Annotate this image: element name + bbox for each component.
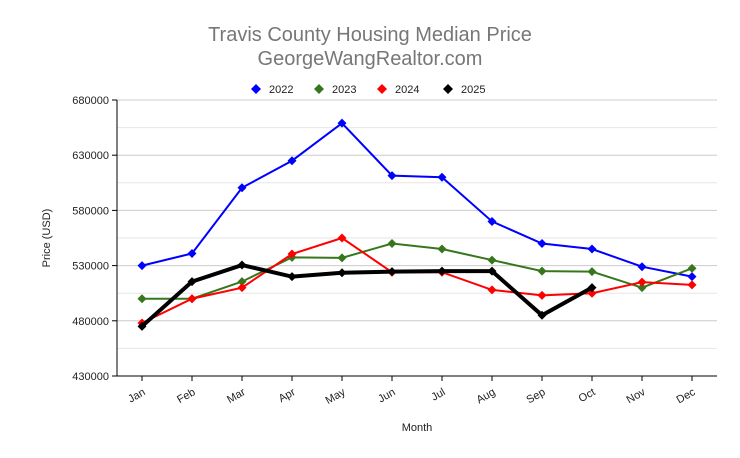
y-tick-label: 530000 xyxy=(72,261,109,273)
data-point-2023 xyxy=(437,244,447,254)
x-tick-label: Apr xyxy=(277,386,298,405)
y-axis-label: Price (USD) xyxy=(41,209,53,268)
data-point-2023 xyxy=(237,277,247,287)
chart-subtitle: GeorgeWangRealtor.com xyxy=(257,48,483,70)
data-point-2025 xyxy=(387,267,397,277)
series-line-2022 xyxy=(141,121,693,278)
data-point-2022 xyxy=(487,216,497,226)
legend-marker xyxy=(314,84,324,94)
data-point-2023 xyxy=(687,263,697,273)
legend-marker xyxy=(443,84,453,94)
data-point-2024 xyxy=(287,249,297,259)
x-tick-label: Aug xyxy=(475,386,498,406)
y-tick-label: 630000 xyxy=(72,150,109,162)
x-tick-label: Jun xyxy=(376,386,397,405)
legend-label-2024: 2024 xyxy=(395,84,419,96)
data-point-2024 xyxy=(537,290,547,300)
series-line-2023 xyxy=(142,242,693,300)
x-tick-label: Nov xyxy=(625,386,648,406)
data-point-2025 xyxy=(337,268,347,278)
data-point-2022 xyxy=(237,183,247,193)
data-point-2024 xyxy=(237,283,247,293)
x-tick-label: Dec xyxy=(675,386,698,406)
legend-label-2023: 2023 xyxy=(332,84,356,96)
data-point-2022 xyxy=(587,244,597,254)
data-point-2025 xyxy=(487,266,497,276)
data-point-2023 xyxy=(537,266,547,276)
data-point-2025 xyxy=(187,277,197,287)
chart-title: Travis County Housing Median Price xyxy=(208,24,532,46)
x-tick-label: Jan xyxy=(126,386,147,405)
data-point-2024 xyxy=(687,280,697,290)
data-point-2024 xyxy=(187,294,197,304)
data-point-2022 xyxy=(337,118,347,128)
legend-marker xyxy=(251,84,261,94)
x-tick-label: Mar xyxy=(225,386,248,406)
x-tick-label: Sep xyxy=(525,386,548,406)
y-tick-label: 430000 xyxy=(72,371,109,383)
x-tick-label: Feb xyxy=(175,386,197,406)
y-tick-label: 480000 xyxy=(72,316,109,328)
legend-label-2022: 2022 xyxy=(269,84,293,96)
data-point-2024 xyxy=(337,233,347,243)
y-tick-label: 580000 xyxy=(72,205,109,217)
legend-marker xyxy=(377,84,387,94)
data-point-2022 xyxy=(387,171,397,181)
data-point-2023 xyxy=(137,294,147,304)
series-line-2025 xyxy=(140,262,593,328)
data-point-2025 xyxy=(437,266,447,276)
data-point-2022 xyxy=(537,239,547,249)
x-tick-label: May xyxy=(324,386,348,407)
data-point-2022 xyxy=(687,272,697,282)
data-point-2023 xyxy=(387,239,397,249)
data-point-2023 xyxy=(337,253,347,263)
data-point-2023 xyxy=(637,283,647,293)
data-point-2025 xyxy=(137,321,147,331)
x-axis-label: Month xyxy=(402,422,433,434)
data-point-2025 xyxy=(537,310,547,320)
data-point-2022 xyxy=(437,172,447,182)
data-point-2025 xyxy=(237,260,247,270)
data-point-2022 xyxy=(637,262,647,272)
x-tick-label: Oct xyxy=(577,386,598,405)
series-line-2024 xyxy=(141,236,693,324)
data-point-2024 xyxy=(487,285,497,295)
data-point-2025 xyxy=(587,283,597,293)
data-point-2022 xyxy=(287,156,297,166)
data-point-2025 xyxy=(287,272,297,282)
legend-label-2025: 2025 xyxy=(461,84,485,96)
data-point-2022 xyxy=(137,261,147,271)
x-tick-label: Jul xyxy=(429,386,447,403)
data-point-2023 xyxy=(487,255,497,265)
data-point-2024 xyxy=(637,277,647,287)
data-point-2023 xyxy=(587,267,597,277)
data-point-2022 xyxy=(187,248,197,258)
y-tick-label: 680000 xyxy=(72,95,109,107)
